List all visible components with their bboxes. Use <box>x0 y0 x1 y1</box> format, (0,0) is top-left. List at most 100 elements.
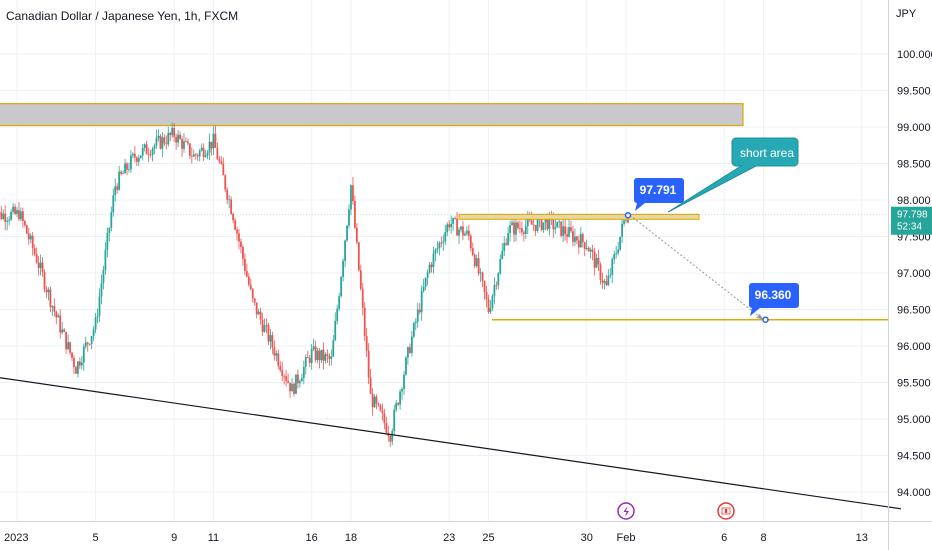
candle-body <box>420 290 423 313</box>
candle-body <box>403 374 405 390</box>
candle-body <box>21 211 24 221</box>
candle-body <box>359 270 362 290</box>
grid <box>0 0 888 521</box>
candle-body <box>383 413 386 424</box>
candle-body <box>418 309 421 313</box>
candle-body <box>513 222 515 235</box>
candle-body <box>534 225 537 231</box>
candle-body <box>126 163 128 170</box>
trend-line[interactable] <box>0 374 902 510</box>
short-area-note[interactable]: short area <box>667 137 799 213</box>
candle-body <box>35 254 38 263</box>
candle-body <box>501 250 504 259</box>
candle-body <box>587 247 590 252</box>
candle-body <box>267 325 270 342</box>
candle-body <box>340 277 343 297</box>
resistance-zone[interactable] <box>0 103 744 127</box>
price-callout[interactable]: 96.360 <box>749 283 799 323</box>
candle-body <box>414 321 417 324</box>
candle-body <box>124 163 126 174</box>
candle-body <box>277 353 280 366</box>
candle-body <box>183 141 185 149</box>
candle-body <box>139 155 142 159</box>
candle-body <box>61 329 64 333</box>
candle-body <box>143 144 146 148</box>
candle-body <box>479 272 482 274</box>
candle-body <box>548 215 551 230</box>
price-callout[interactable]: 97.791 <box>624 178 685 219</box>
candle-body <box>524 226 527 235</box>
x-tick-label: 16 <box>306 532 318 544</box>
candle-body <box>322 349 325 361</box>
candle-body <box>497 273 500 286</box>
candle-body <box>454 217 456 219</box>
candle-body <box>77 361 79 374</box>
candle-body <box>204 155 207 157</box>
candle-body <box>560 221 563 236</box>
x-tick-label: 6 <box>721 532 727 544</box>
short-area-note-bubble <box>667 137 799 213</box>
candle-body <box>422 286 425 291</box>
y-tick-label: 95.500 <box>897 378 931 390</box>
candle-body <box>627 219 629 223</box>
candle-body <box>369 377 372 394</box>
candle-body <box>100 283 103 297</box>
candle-body <box>47 289 50 293</box>
candle-body <box>540 215 543 230</box>
candle-body <box>80 362 83 366</box>
candle-body <box>338 296 341 309</box>
earnings-event-marker[interactable] <box>617 502 635 520</box>
economic-event-marker[interactable] <box>717 502 735 520</box>
candle-body <box>102 269 105 284</box>
candle-body <box>261 319 264 332</box>
candle-body <box>391 430 394 442</box>
y-tick-label: 98.000 <box>897 195 931 207</box>
candle-body <box>375 396 378 404</box>
candle-body <box>312 346 315 350</box>
candle-body <box>29 235 32 240</box>
resistance-level-band[interactable] <box>458 213 700 220</box>
y-tick-label: 99.000 <box>897 122 931 134</box>
candle-body <box>357 242 360 271</box>
candle-body <box>112 195 115 213</box>
candle-body <box>132 153 134 156</box>
candle-body <box>75 367 77 374</box>
candle-body <box>133 153 136 158</box>
candle-body <box>240 241 242 247</box>
candle-body <box>159 135 162 149</box>
candle-body <box>8 219 11 221</box>
candle-body <box>597 257 600 265</box>
candle-body <box>365 335 368 351</box>
candle-body <box>487 299 490 312</box>
candle-body <box>33 248 36 255</box>
candle-body <box>448 224 451 228</box>
x-tick-label: 18 <box>345 532 357 544</box>
x-tick-label: 2023 <box>4 532 28 544</box>
candle-body <box>493 285 496 296</box>
candle-body <box>416 309 419 322</box>
x-tick-label: 11 <box>208 532 219 544</box>
candle-body <box>116 186 119 190</box>
candle-body <box>326 354 329 356</box>
candle-body <box>574 236 576 242</box>
candle-body <box>367 350 370 378</box>
candle-body <box>353 201 356 228</box>
drawings: 97.791 96.360 short area <box>0 137 902 510</box>
candle-body <box>469 235 472 249</box>
y-tick-label: 94.000 <box>897 487 931 499</box>
candle-body <box>181 139 183 149</box>
candle-body <box>295 374 297 394</box>
candle-body <box>188 143 191 156</box>
candle-body <box>212 133 215 149</box>
candle-body <box>507 233 510 245</box>
candle-body <box>456 218 458 236</box>
candle-body <box>450 223 453 228</box>
candle-body <box>16 210 18 214</box>
candle-body <box>503 243 506 251</box>
candle-body <box>515 222 517 235</box>
projection-arrow[interactable] <box>629 214 764 321</box>
x-tick-label: 8 <box>760 532 766 544</box>
candle-body <box>53 306 56 312</box>
